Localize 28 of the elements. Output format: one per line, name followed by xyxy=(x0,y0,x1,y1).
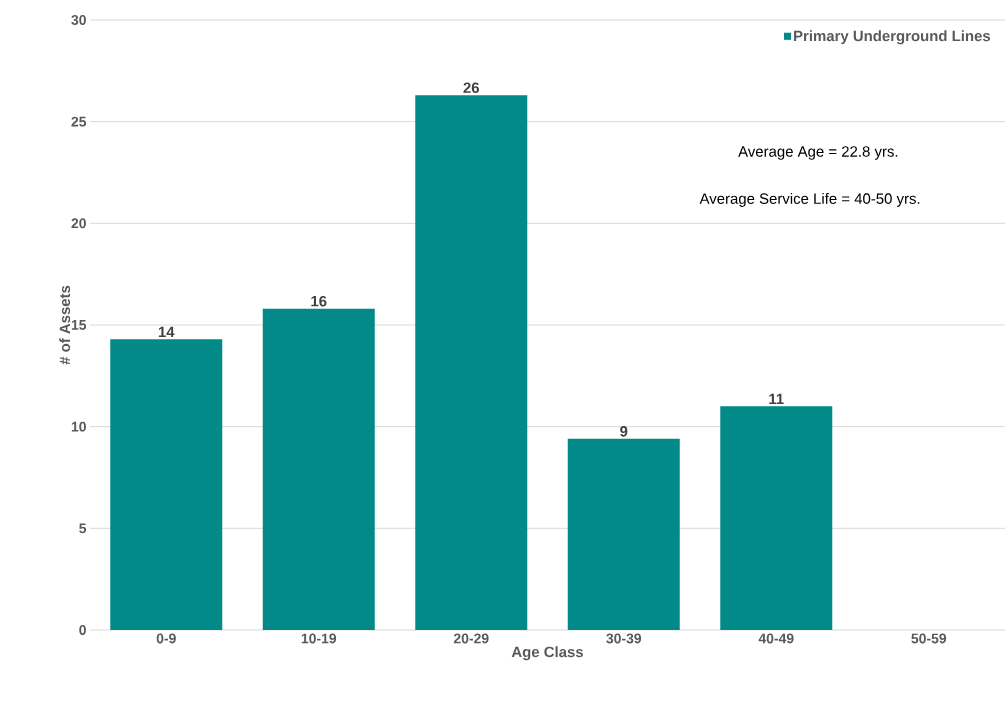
y-tick-label: 5 xyxy=(79,523,87,534)
bar xyxy=(720,406,833,630)
y-tick-label: 10 xyxy=(71,421,86,432)
y-tick-label: 20 xyxy=(71,218,86,229)
x-tick-label: 40-49 xyxy=(758,633,794,644)
x-tick-label: 50-59 xyxy=(911,633,947,644)
x-tick-label: 10-19 xyxy=(301,633,337,644)
bar xyxy=(415,95,528,630)
annotation: Average Age = 22.8 yrs. xyxy=(738,146,898,160)
x-tick-label: 30-39 xyxy=(606,633,642,644)
x-axis-title: Age Class xyxy=(511,646,583,661)
y-tick-label: 25 xyxy=(71,116,87,127)
legend-label: Primary Underground Lines xyxy=(794,30,991,45)
bar xyxy=(567,438,680,630)
data-label: 16 xyxy=(311,295,327,307)
x-tick-label: 20-29 xyxy=(453,633,489,644)
data-label: 14 xyxy=(158,326,175,338)
data-label: 9 xyxy=(620,426,628,437)
data-label: 26 xyxy=(463,82,480,94)
y-tick-label: 15 xyxy=(71,320,87,330)
bar xyxy=(110,339,223,630)
annotation: Average Service Life = 40-50 yrs. xyxy=(699,192,920,207)
y-axis-title: # of Assets xyxy=(59,285,71,365)
bar xyxy=(262,308,375,630)
y-tick-label: 0 xyxy=(79,625,86,635)
y-tick-label: 30 xyxy=(71,15,86,25)
x-tick-label: 0-9 xyxy=(156,633,176,644)
data-label: 11 xyxy=(769,393,784,405)
